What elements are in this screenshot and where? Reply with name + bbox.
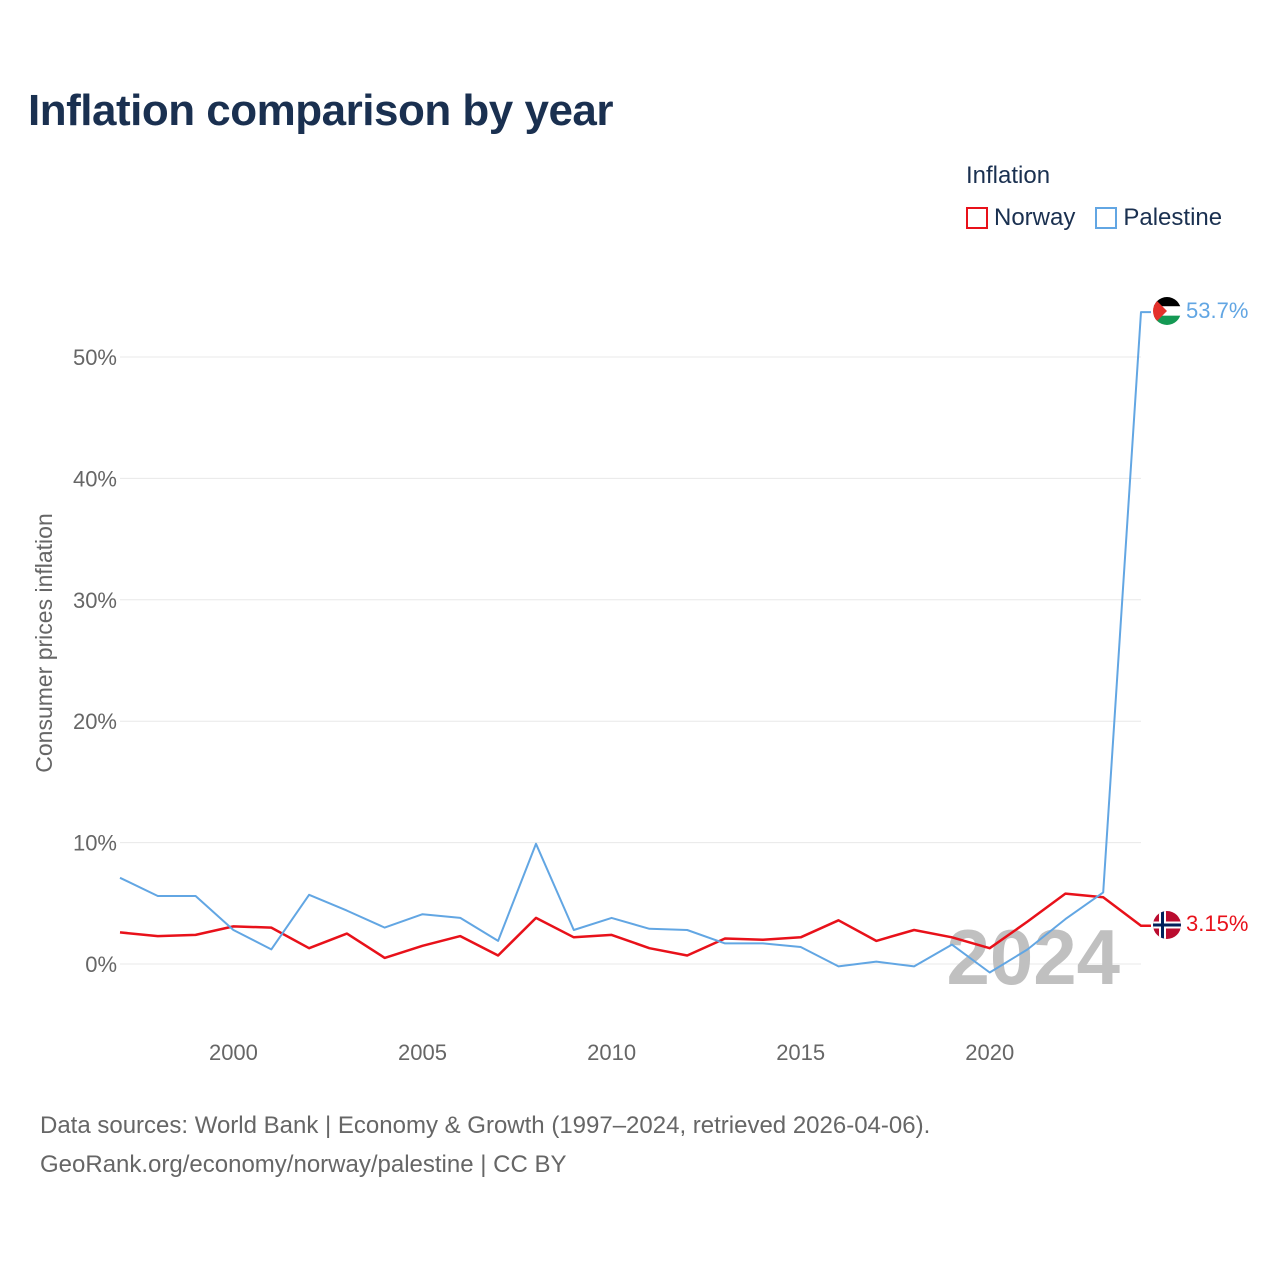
norway-flag-icon: [1153, 911, 1181, 939]
y-tick-label: 40%: [73, 466, 117, 491]
legend-label-palestine: Palestine: [1123, 204, 1223, 231]
x-tick-label: 2010: [587, 1040, 636, 1065]
series-line-palestine: [119, 311, 1151, 974]
legend-swatch-palestine: [1095, 207, 1118, 229]
legend-item-palestine[interactable]: Palestine: [1095, 204, 1222, 232]
x-tick-label: 2000: [209, 1040, 258, 1065]
grid-lines: [120, 356, 1141, 965]
y-tick-label: 50%: [73, 345, 117, 370]
series-line-norway: [119, 892, 1151, 960]
legend-label-norway: Norway: [994, 204, 1076, 231]
legend: Norway Palestine: [966, 204, 1242, 232]
year-watermark: 2024: [946, 913, 1120, 1001]
x-tick-label: 2015: [776, 1040, 825, 1065]
series-lines: [119, 311, 1151, 974]
y-axis-ticks: 0% 10% 20% 30% 40% 50%: [73, 345, 117, 977]
footer: Data sources: World Bank | Economy & Gro…: [40, 1106, 930, 1184]
source-link[interactable]: GeoRank.org/economy/norway/palestine | C…: [40, 1151, 567, 1178]
chart-title: Inflation comparison by year: [28, 86, 614, 135]
y-tick-label: 10%: [73, 831, 117, 856]
y-tick-label: 0%: [85, 952, 117, 977]
x-tick-label: 2005: [398, 1040, 447, 1065]
legend-item-norway[interactable]: Norway: [966, 204, 1075, 232]
data-source-text: Data sources: World Bank | Economy & Gro…: [40, 1112, 931, 1139]
end-label-palestine: 53.7%: [1186, 298, 1248, 323]
x-axis-ticks: 2000 2005 2010 2015 2020: [209, 1040, 1014, 1065]
end-label-norway: 3.15%: [1186, 911, 1248, 936]
palestine-flag-icon: [1153, 297, 1181, 325]
y-axis-label: Consumer prices inflation: [31, 513, 57, 773]
x-tick-label: 2020: [965, 1040, 1014, 1065]
y-tick-label: 30%: [73, 588, 117, 613]
legend-title: Inflation: [966, 162, 1051, 189]
legend-swatch-norway: [966, 207, 988, 229]
y-tick-label: 20%: [73, 709, 117, 734]
